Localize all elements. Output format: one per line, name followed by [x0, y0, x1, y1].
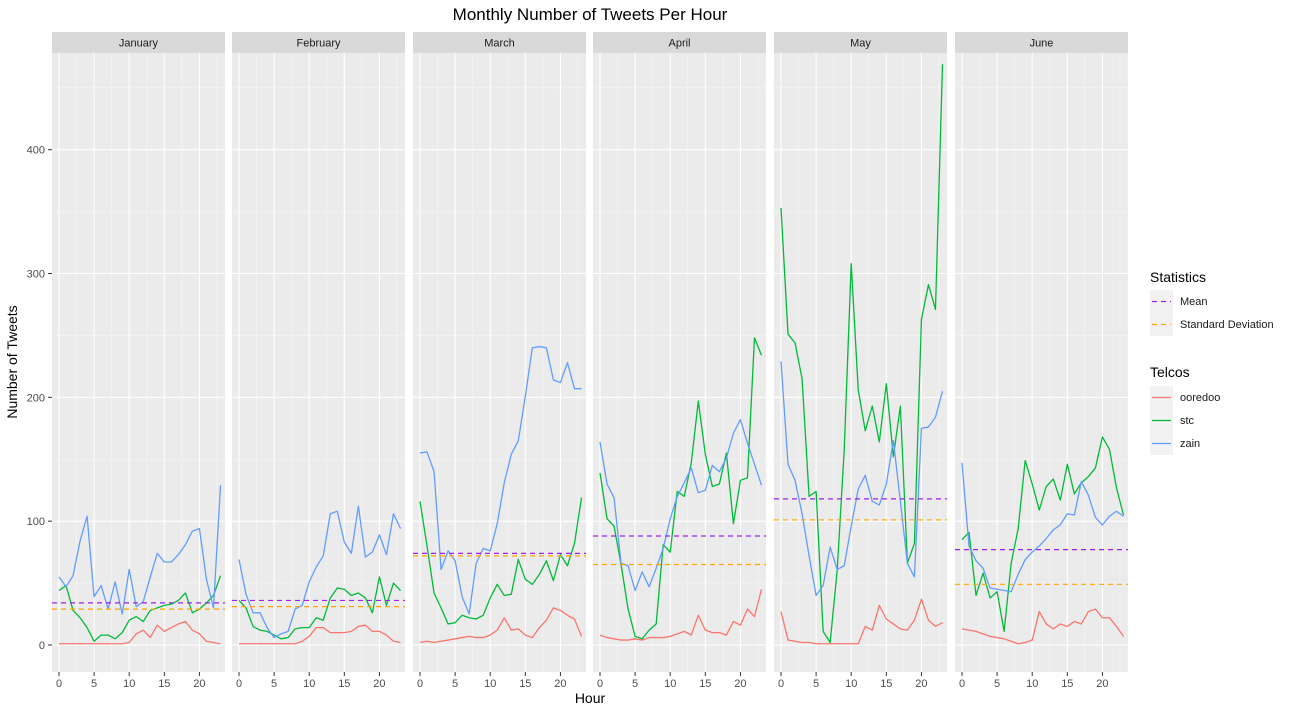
facet-strip	[232, 32, 405, 53]
series-line-zain	[58, 485, 222, 615]
facet-strip	[52, 32, 225, 53]
x-tick-label: 5	[271, 678, 277, 690]
x-tick-label: 0	[959, 678, 965, 690]
facet-panel-may: May 0 5 10 15 20	[774, 32, 947, 690]
facet-strip	[774, 32, 947, 53]
series-line-ooredoo	[59, 620, 221, 645]
facet-strip-label: April	[668, 38, 690, 50]
x-tick-label: 10	[845, 678, 857, 690]
facet-strip-label: February	[296, 38, 341, 50]
x-tick-label: 5	[632, 678, 638, 690]
x-tick-label: 15	[1061, 678, 1073, 690]
series-line-zain	[780, 361, 944, 597]
x-tick-label: 0	[597, 678, 603, 690]
x-tick-label: 5	[452, 678, 458, 690]
chart-title: Monthly Number of Tweets Per Hour	[453, 5, 728, 24]
legend-item-zain: zain	[1150, 432, 1200, 455]
x-tick-label: 15	[338, 678, 350, 690]
x-tick-label: 15	[880, 678, 892, 690]
x-tick-label: 20	[734, 678, 746, 690]
series-line-stc	[419, 497, 583, 625]
x-tick-label: 10	[123, 678, 135, 690]
x-tick-label: 20	[915, 678, 927, 690]
legend-item-standard-deviation: Standard Deviation	[1150, 313, 1274, 336]
panel-background	[774, 53, 947, 672]
series-line-ooredoo	[239, 624, 401, 645]
x-tick-label: 0	[56, 678, 62, 690]
series-line-stc	[238, 576, 401, 640]
legend-item-mean: Mean	[1150, 290, 1208, 313]
x-tick-label: 20	[554, 678, 566, 690]
x-tick-label: 10	[484, 678, 496, 690]
x-tick-label: 5	[91, 678, 97, 690]
facet-panel-april: April 0 5 10 15 20	[593, 32, 766, 690]
x-axis-label: Hour	[575, 690, 606, 706]
x-tick-label: 20	[193, 678, 205, 690]
x-tick-label: 10	[303, 678, 315, 690]
facet-strip	[413, 32, 586, 53]
series-line-ooredoo	[419, 607, 583, 644]
legend-title: Telcos	[1150, 364, 1190, 380]
series-line-ooredoo	[599, 589, 763, 641]
panel-background	[52, 53, 225, 672]
series-line-zain	[599, 418, 763, 592]
legend-label: Standard Deviation	[1180, 319, 1274, 331]
y-tick-label: 0	[39, 640, 45, 652]
facet-strip	[593, 32, 766, 53]
x-tick-label: 0	[778, 678, 784, 690]
facet-strip	[955, 32, 1128, 53]
legend: Statistics Mean Standard Deviation Telcos oo…	[1150, 269, 1274, 455]
facet-panel-march: March 0 5 10 15 20	[413, 32, 586, 690]
facet-panel-february: February 0 5 10 15 20	[232, 32, 405, 690]
facet-strip-label: January	[119, 38, 159, 50]
legend-label: Mean	[1180, 296, 1208, 308]
x-tick-label: 20	[1096, 678, 1108, 690]
y-axis-label: Number of Tweets	[4, 305, 20, 418]
x-tick-label: 10	[1026, 678, 1038, 690]
series-line-stc	[599, 337, 763, 640]
y-tick-label: 100	[27, 516, 45, 528]
y-tick-label: 300	[27, 269, 45, 281]
series-line-zain	[961, 462, 1124, 593]
x-tick-label: 0	[417, 678, 423, 690]
facet-strip-label: June	[1030, 38, 1054, 50]
facet-panel-january: January 0 5 10 15 20	[52, 32, 225, 690]
y-axis: 0 100 200 300 400	[27, 145, 52, 652]
series-line-zain	[238, 505, 402, 639]
x-tick-label: 5	[813, 678, 819, 690]
legend-title: Statistics	[1150, 269, 1206, 285]
y-tick-label: 200	[27, 392, 45, 404]
legend-label: ooredoo	[1180, 392, 1220, 404]
panel-background	[232, 53, 405, 672]
legend-item-ooredoo: ooredoo	[1150, 386, 1220, 409]
series-line-ooredoo	[780, 598, 943, 645]
x-tick-label: 15	[158, 678, 170, 690]
x-tick-label: 15	[699, 678, 711, 690]
legend-item-stc: stc	[1150, 409, 1195, 432]
series-line-stc	[961, 436, 1125, 633]
facet-panel-june: June 0 5 10 15 20	[955, 32, 1128, 690]
x-tick-label: 15	[519, 678, 531, 690]
x-tick-label: 5	[994, 678, 1000, 690]
facets: January 0 5 10 15 20 February 0 5 10 15 20 March 0 5 10…	[52, 32, 1128, 690]
series-line-zain	[419, 345, 582, 615]
legend-label: zain	[1180, 438, 1200, 450]
y-tick-label: 400	[27, 145, 45, 157]
series-line-stc	[780, 64, 944, 644]
x-tick-label: 0	[236, 678, 242, 690]
x-tick-label: 20	[373, 678, 385, 690]
facet-strip-label: March	[484, 38, 515, 50]
series-line-ooredoo	[961, 608, 1125, 645]
facet-strip-label: May	[850, 38, 871, 50]
series-line-stc	[58, 575, 222, 642]
legend-label: stc	[1180, 415, 1195, 427]
x-tick-label: 10	[664, 678, 676, 690]
